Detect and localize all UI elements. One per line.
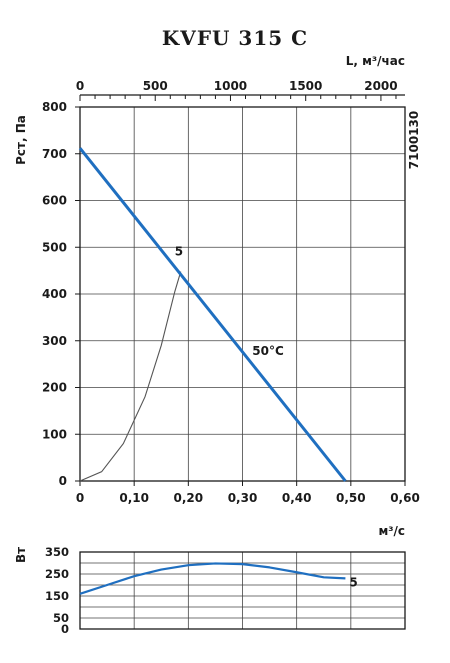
x-axis-label: м³/с: [378, 524, 405, 538]
series-label-5: 5: [175, 245, 183, 259]
power-y-tick-label: 0: [61, 622, 69, 636]
y-axis-tick-label: 600: [42, 194, 67, 208]
y-axis-label: Pст, Па: [14, 115, 28, 165]
top-axis-tick-label: 1000: [214, 79, 247, 93]
power-y-tick-label: 250: [45, 567, 69, 581]
top-axis-tick-label: 2000: [364, 79, 397, 93]
x-axis-tick-label: 0,20: [174, 491, 204, 505]
top-axis-tick-label: 0: [76, 79, 84, 93]
y-axis-tick-label: 0: [59, 474, 67, 488]
x-axis-tick-label: 0,40: [282, 491, 312, 505]
top-axis-tick-label: 500: [143, 79, 168, 93]
power-y-tick-label: 150: [45, 589, 69, 603]
power-chart: 050 150 250 350 Вт 5: [14, 545, 406, 636]
series-line-5: [79, 271, 182, 482]
series-line-50c: [78, 147, 347, 482]
y-axis-tick-label: 100: [42, 427, 67, 441]
y-axis-tick-label: 800: [42, 100, 67, 114]
x-axis-tick-label: 0,30: [228, 491, 258, 505]
power-y-axis-label: Вт: [14, 547, 28, 563]
series-label-50c: 50°C: [252, 344, 284, 358]
power-series-label-5: 5: [349, 575, 357, 589]
x-axis-tick-label: 0,10: [119, 491, 149, 505]
y-axis-tick-label: 700: [42, 147, 67, 161]
y-axis-tick-label: 500: [42, 240, 67, 254]
power-y-tick-label: 350: [45, 545, 69, 559]
power-frame: [79, 551, 406, 630]
y-axis-tick-label: 200: [42, 381, 67, 395]
top-axis-label: L, м³/час: [346, 54, 405, 68]
top-axis-tick-label: 1500: [289, 79, 322, 93]
y-axis-tick-label: 300: [42, 334, 67, 348]
x-axis-tick-label: 0,50: [336, 491, 366, 505]
x-axis-tick-label: 0: [76, 491, 84, 505]
x-axis-tick-label: 0,60: [390, 491, 420, 505]
power-y-tick-label: 50: [53, 611, 69, 625]
power-series-line-5: [79, 562, 346, 595]
chart-title: KVFU 315 C: [162, 26, 308, 50]
y-axis-tick-label: 400: [42, 287, 67, 301]
product-code: 7100130: [407, 111, 421, 169]
